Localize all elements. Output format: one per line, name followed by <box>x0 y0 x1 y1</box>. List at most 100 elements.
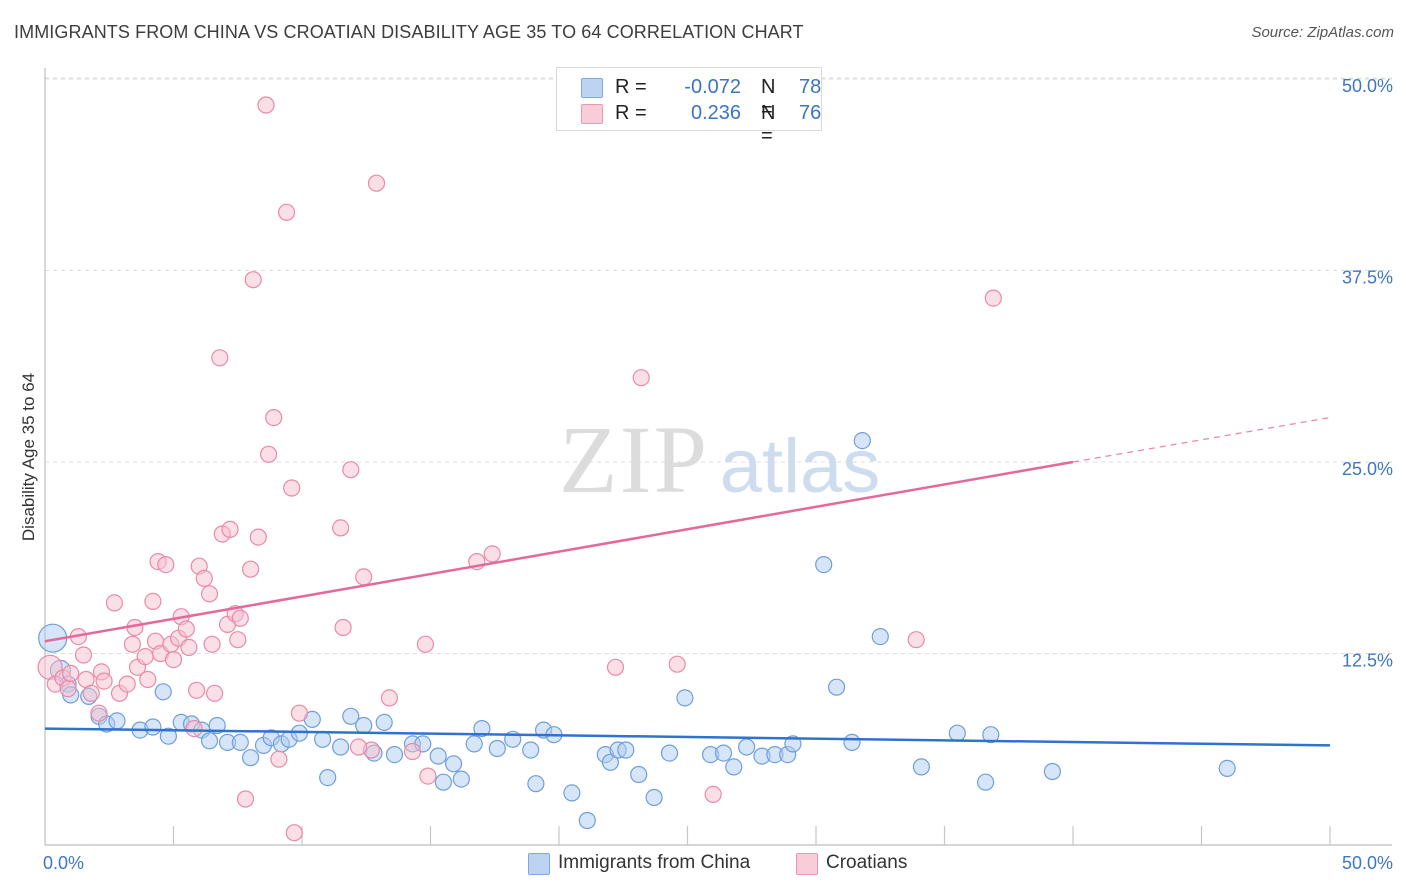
legend-n-label: N = <box>761 76 776 121</box>
china-point <box>473 719 491 738</box>
croatian-point <box>483 545 501 563</box>
legend-r-value: -0.072 <box>684 76 741 98</box>
croatian-point <box>416 635 434 653</box>
croatian-point <box>118 675 136 693</box>
croatian-point <box>62 664 80 683</box>
china-point <box>319 768 337 787</box>
axes <box>44 68 1392 846</box>
china-point <box>342 707 360 725</box>
croatian-points <box>37 96 1002 842</box>
china-point <box>871 627 889 646</box>
trend-lines <box>44 416 1331 747</box>
croatian-point <box>260 445 278 463</box>
croatian-point <box>123 635 141 653</box>
legend-n-label: N = <box>761 102 776 147</box>
china-point <box>676 689 694 707</box>
china-point <box>242 749 260 767</box>
china-points <box>38 432 1236 830</box>
china-point <box>200 732 219 750</box>
china-point <box>617 741 635 759</box>
legend-n-value: 76 <box>799 102 822 124</box>
china-point <box>784 735 802 753</box>
x-tick-label: 0.0% <box>43 853 84 873</box>
croatian-point <box>668 655 686 673</box>
series-legend: Immigrants from China Croatians <box>0 852 1406 878</box>
legend-r-value: 0.236 <box>690 102 741 124</box>
y-tick-label: 37.5% <box>1342 268 1393 288</box>
croatian-point <box>270 750 288 768</box>
china-point <box>645 788 663 807</box>
china-point <box>1043 762 1062 781</box>
croatian-point <box>367 174 386 192</box>
croatian-point <box>419 767 437 785</box>
china-point <box>714 744 733 762</box>
legend-label-croatians: Croatians <box>826 852 908 873</box>
croatian-point <box>278 203 296 221</box>
china-point <box>154 683 172 701</box>
china-point <box>1218 759 1236 778</box>
china-swatch <box>528 853 550 875</box>
china-point <box>563 784 581 802</box>
croatian-point <box>188 681 206 699</box>
correlation-legend: R = -0.072 N = 78 R = 0.236 N = 76 <box>556 67 822 147</box>
croatian-point <box>355 568 373 586</box>
croatian-swatch <box>796 853 818 875</box>
china-trend-line <box>44 727 1331 747</box>
y-tick-labels: 12.5% 25.0% 37.5% 50.0% <box>1342 76 1393 671</box>
croatian-point <box>283 479 301 497</box>
croatian-trend-extension <box>1072 416 1331 463</box>
croatian-point <box>229 631 247 649</box>
china-point <box>355 716 373 735</box>
legend-r-label: R = <box>615 76 647 98</box>
china-point <box>159 727 177 745</box>
china-swatch <box>581 78 603 98</box>
croatian-point <box>704 785 722 804</box>
croatian-point <box>265 409 283 427</box>
x-tick-label: 50.0% <box>1342 853 1393 873</box>
china-point <box>737 738 756 756</box>
croatian-point <box>195 569 213 588</box>
croatian-point <box>606 658 625 676</box>
china-point <box>815 555 833 574</box>
china-point <box>601 753 620 771</box>
china-point <box>452 770 470 788</box>
croatian-point <box>203 635 221 653</box>
legend-n-value: 78 <box>799 76 822 98</box>
croatian-point <box>632 369 650 387</box>
croatian-point <box>139 670 157 689</box>
china-point <box>853 432 871 450</box>
croatian-swatch <box>581 104 603 124</box>
croatian-point <box>164 650 183 669</box>
china-point <box>522 741 540 759</box>
croatian-point <box>984 289 1002 307</box>
china-point <box>976 773 995 791</box>
china-point <box>385 745 404 764</box>
china-point <box>630 765 648 784</box>
croatian-point <box>334 618 352 637</box>
croatian-point <box>332 519 350 537</box>
croatian-point <box>244 271 262 289</box>
watermark-atlas: atlas <box>720 424 881 509</box>
china-point <box>429 747 447 765</box>
croatian-point <box>200 585 219 603</box>
croatian-point <box>185 719 203 738</box>
china-point <box>725 758 743 776</box>
y-tick-label: 50.0% <box>1342 76 1393 96</box>
china-point <box>948 724 966 742</box>
croatian-point <box>349 738 368 756</box>
china-point <box>527 775 545 793</box>
y-tick-label: 25.0% <box>1342 459 1393 479</box>
croatian-point <box>221 520 239 539</box>
china-point <box>465 735 483 753</box>
china-point <box>982 726 1000 744</box>
croatian-point <box>290 704 308 722</box>
watermark: ZIP atlas <box>559 406 880 513</box>
china-point <box>578 811 596 830</box>
china-point <box>108 712 126 730</box>
croatian-point <box>90 704 108 722</box>
croatian-point <box>342 461 360 479</box>
croatian-trend-line <box>44 460 1074 643</box>
croatian-point <box>285 824 303 842</box>
croatian-point <box>82 684 100 702</box>
